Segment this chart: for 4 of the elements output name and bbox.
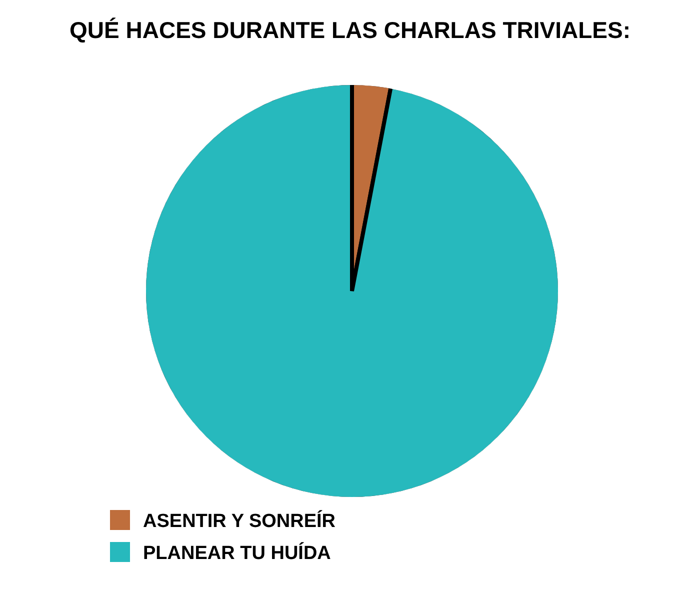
legend-label: PLANEAR TU HUÍDA (143, 542, 332, 564)
pie-slice (146, 85, 558, 497)
legend-label: ASENTIR Y SONREÍR (143, 510, 336, 532)
chart-title: QUÉ HACES DURANTE LAS CHARLAS TRIVIALES: (70, 17, 630, 43)
